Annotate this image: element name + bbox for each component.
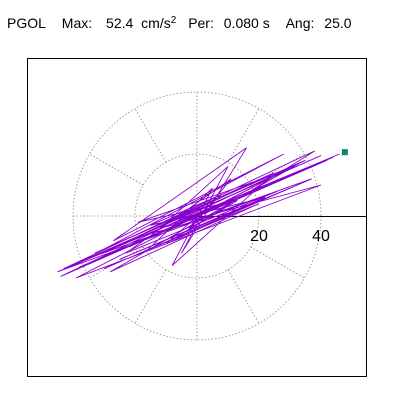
peak-marker: [341, 149, 348, 156]
grid-spoke-300: [227, 269, 260, 324]
station-code: PGOL: [7, 15, 46, 31]
grid-spoke-330: [250, 246, 305, 279]
angle-label: Ang:: [285, 15, 315, 31]
max-label: Max:: [61, 15, 93, 31]
chart-header: PGOL Max: 52.4 cm/s2 Per: 0.080 s Ang: 2…: [7, 14, 352, 35]
motion-trace: [57, 147, 340, 279]
radial-tick-label-20: 20: [250, 228, 268, 245]
grid-spoke-60: [227, 108, 260, 163]
grid-spoke-120: [134, 108, 167, 163]
period-value: 0.080 s: [223, 15, 270, 31]
radial-tick-label-40: 40: [312, 228, 330, 245]
radial-tick-labels: 20 40: [250, 228, 330, 245]
plot-frame: [27, 58, 367, 377]
max-unit: cm/s2: [141, 14, 176, 35]
period-label: Per:: [188, 15, 214, 31]
max-value: 52.4: [106, 15, 134, 31]
max-unit-base: cm/s: [141, 15, 171, 31]
angle-value: 25.0: [324, 15, 352, 31]
max-unit-exponent: 2: [170, 15, 177, 26]
grid-spoke-240: [134, 269, 167, 324]
grid-spoke-150: [89, 153, 144, 186]
